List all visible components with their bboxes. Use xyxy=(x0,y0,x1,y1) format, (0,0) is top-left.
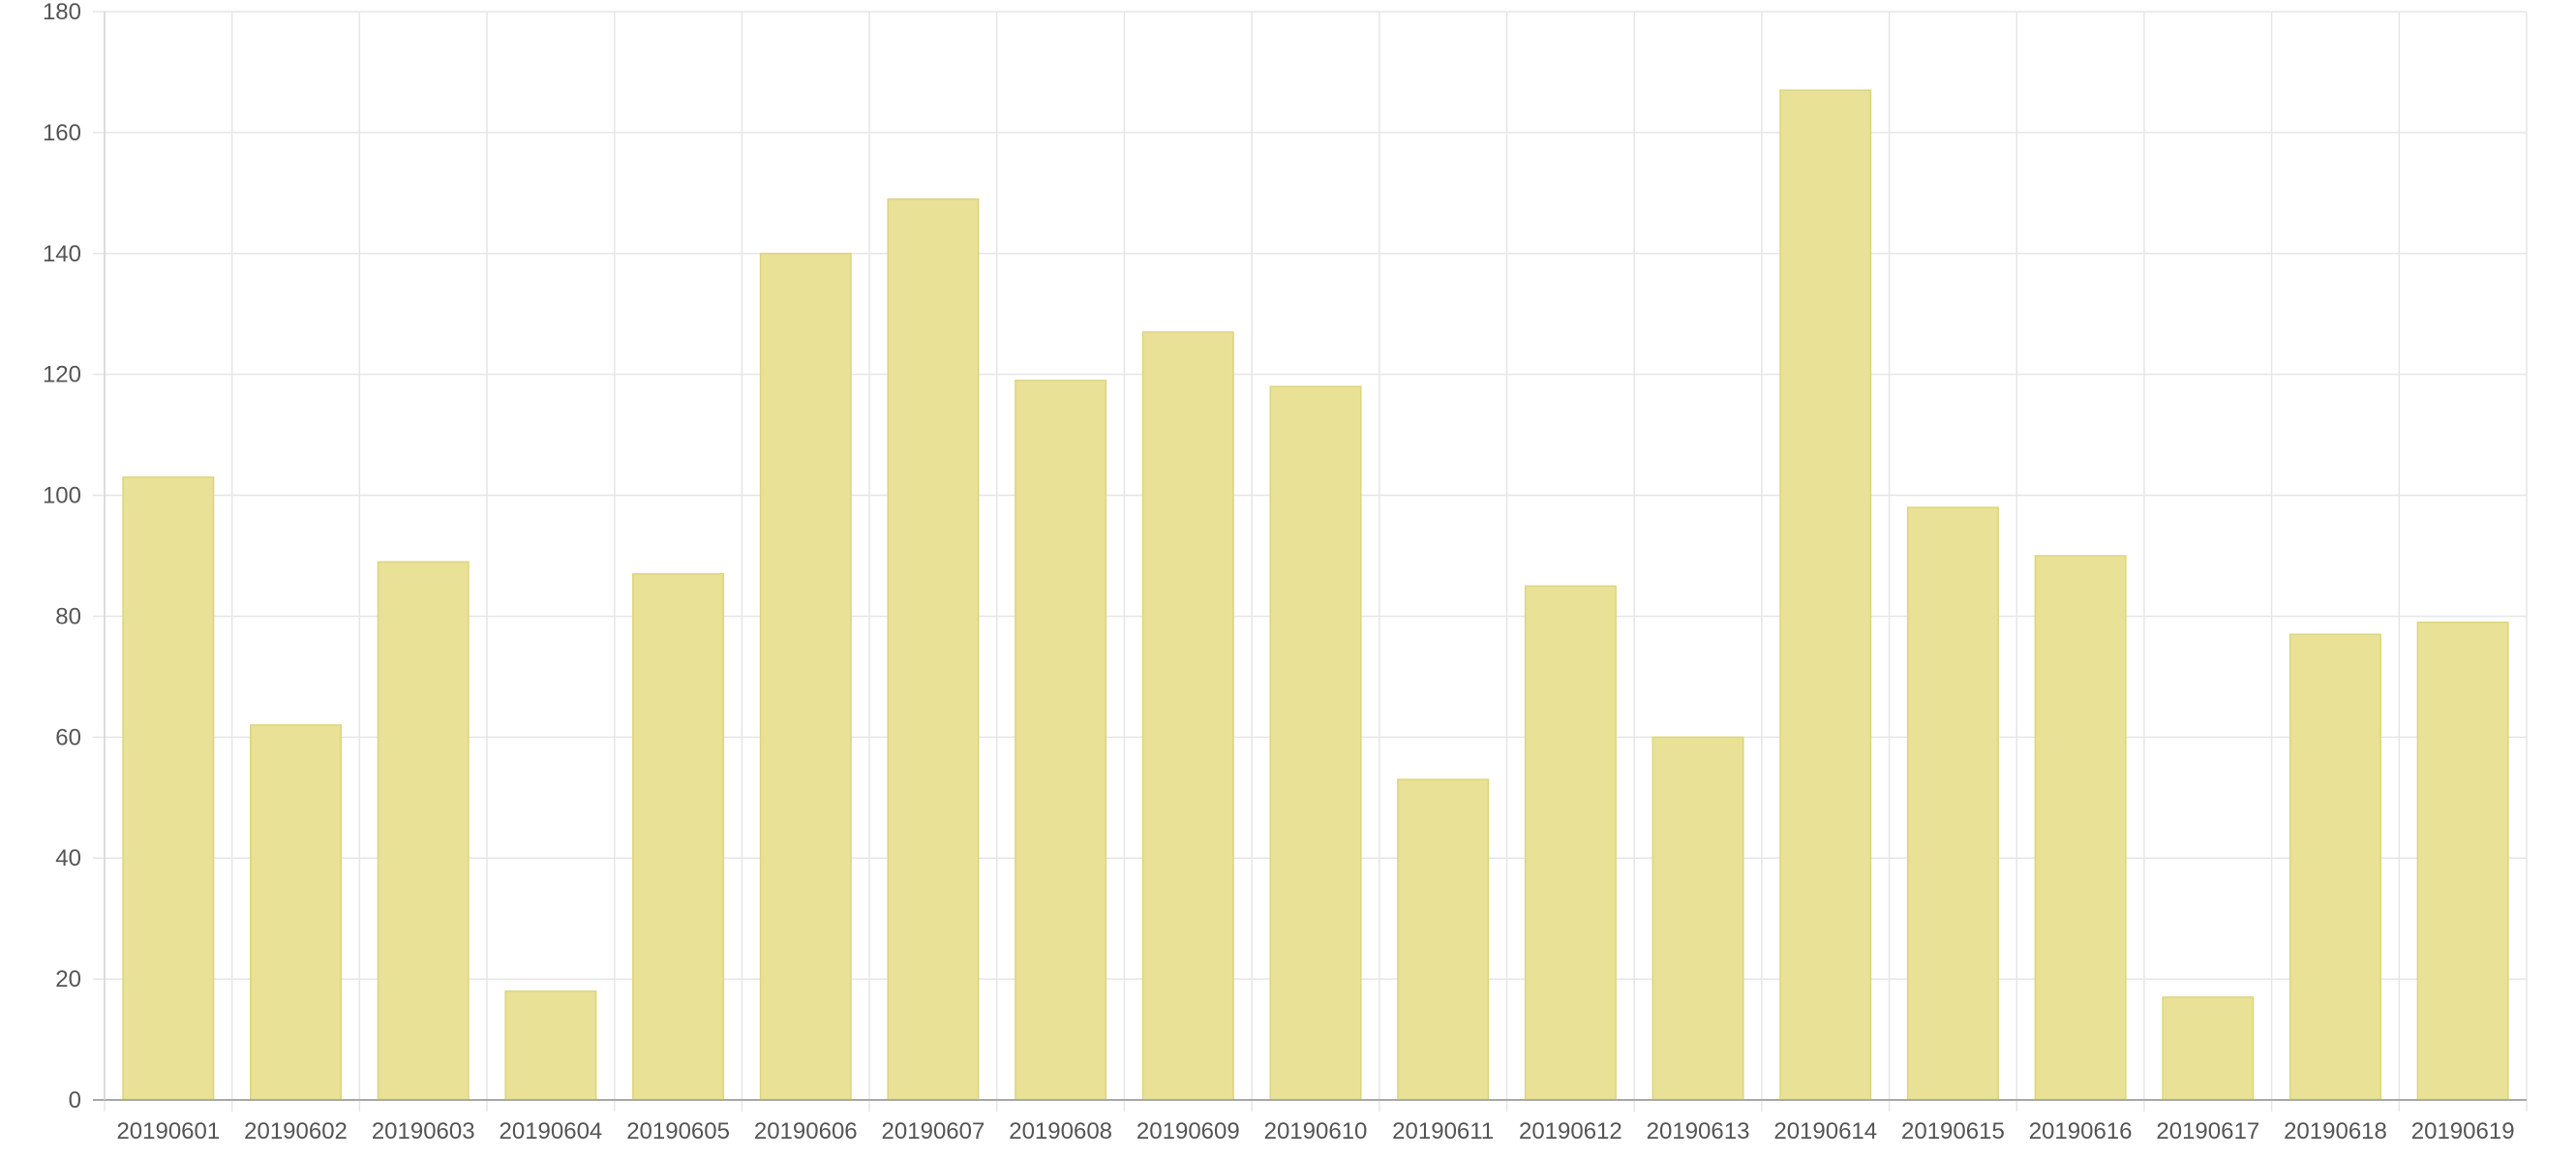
x-tick-label: 20190619 xyxy=(2411,1118,2515,1144)
x-tick-label: 20190614 xyxy=(1773,1118,1877,1144)
x-tick-label: 20190610 xyxy=(1264,1118,1368,1144)
bar-20190601 xyxy=(122,476,215,1101)
bar-20190606 xyxy=(759,253,852,1101)
bar-20190602 xyxy=(250,724,343,1101)
x-tick-label: 20190601 xyxy=(116,1118,220,1144)
x-tick-label: 20190603 xyxy=(372,1118,475,1144)
y-tick-label: 160 xyxy=(43,120,81,146)
x-tick-label: 20190611 xyxy=(1392,1118,1494,1144)
bar-20190607 xyxy=(887,198,980,1101)
bar-20190616 xyxy=(2034,555,2127,1101)
bar-20190603 xyxy=(377,561,470,1101)
bar-20190613 xyxy=(1652,736,1744,1101)
y-tick-label: 20 xyxy=(55,966,81,992)
bar-20190614 xyxy=(1779,89,1872,1101)
bar-20190615 xyxy=(1906,506,1999,1101)
x-tick-label: 20190617 xyxy=(2156,1118,2259,1144)
y-tick-label: 40 xyxy=(55,845,81,871)
bar-20190604 xyxy=(504,990,597,1101)
x-tick-label: 20190607 xyxy=(882,1118,985,1144)
x-tick-label: 20190618 xyxy=(2284,1118,2387,1144)
x-tick-label: 20190613 xyxy=(1647,1118,1750,1144)
bar-20190608 xyxy=(1015,380,1107,1101)
x-tick-label: 20190616 xyxy=(2029,1118,2133,1144)
axes xyxy=(93,12,2527,1101)
bar-20190605 xyxy=(632,572,725,1101)
y-tick-label: 140 xyxy=(43,241,81,267)
x-tick-label: 20190606 xyxy=(754,1118,858,1144)
grid-lines xyxy=(93,11,2528,1112)
bar-20190609 xyxy=(1141,331,1234,1101)
x-tick-label: 20190609 xyxy=(1136,1118,1240,1144)
y-tick-label: 0 xyxy=(69,1087,81,1113)
y-tick-label: 180 xyxy=(43,0,81,25)
bar-20190619 xyxy=(2416,621,2509,1101)
x-tick-label: 20190604 xyxy=(500,1118,603,1144)
bar-20190610 xyxy=(1269,385,1362,1101)
bar-20190618 xyxy=(2288,633,2381,1101)
y-tick-label: 100 xyxy=(43,483,81,509)
y-axis-tick-labels: 0 20 40 60 80 100 120 140 160 180 xyxy=(43,0,81,1113)
x-axis-tick-labels: 20190601 20190602 20190603 20190604 20190605… xyxy=(116,1118,2514,1144)
bar-20190617 xyxy=(2162,996,2255,1101)
x-tick-label: 20190602 xyxy=(244,1118,348,1144)
x-tick-label: 20190605 xyxy=(626,1118,730,1144)
y-tick-label: 80 xyxy=(55,603,81,629)
bar-20190612 xyxy=(1524,585,1617,1101)
x-tick-label: 20190612 xyxy=(1519,1118,1622,1144)
y-tick-label: 60 xyxy=(55,724,81,750)
bars xyxy=(122,89,2509,1101)
y-tick-label: 120 xyxy=(43,362,81,388)
bar-20190611 xyxy=(1397,778,1490,1101)
x-tick-label: 20190615 xyxy=(1901,1118,2005,1144)
x-tick-label: 20190608 xyxy=(1009,1118,1112,1144)
